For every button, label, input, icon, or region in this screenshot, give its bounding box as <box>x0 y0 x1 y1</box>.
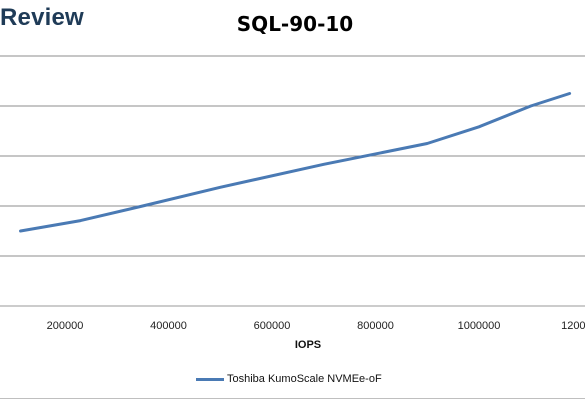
series-layer <box>19 92 572 233</box>
series-line <box>19 92 572 233</box>
legend-series-label: Toshiba KumoScale NVMEe-oF <box>227 373 382 385</box>
x-axis: 200000 400000 600000 800000 1000000 1200000 <box>47 320 585 332</box>
x-tick-label: 400000 <box>150 320 187 332</box>
bottom-divider <box>0 398 585 399</box>
x-tick-label: 600000 <box>254 320 291 332</box>
brand-logo-text: Review <box>0 4 84 31</box>
legend: Toshiba KumoScale NVMEe-oF <box>196 371 382 387</box>
legend-line-swatch <box>196 377 224 381</box>
x-tick-label: 1200000 <box>561 320 585 332</box>
chart-title: SQL-90-10 <box>236 12 354 36</box>
x-tick-label: 1000000 <box>458 320 501 332</box>
x-tick-label: 200000 <box>47 320 84 332</box>
x-tick-label: 800000 <box>357 320 394 332</box>
gridlines <box>0 55 585 307</box>
x-axis-title: IOPS <box>295 339 321 351</box>
